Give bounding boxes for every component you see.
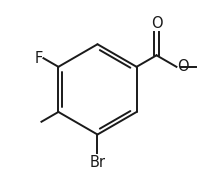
Text: O: O bbox=[151, 16, 162, 31]
Text: Br: Br bbox=[90, 155, 106, 170]
Text: F: F bbox=[34, 51, 43, 66]
Text: O: O bbox=[177, 59, 189, 74]
